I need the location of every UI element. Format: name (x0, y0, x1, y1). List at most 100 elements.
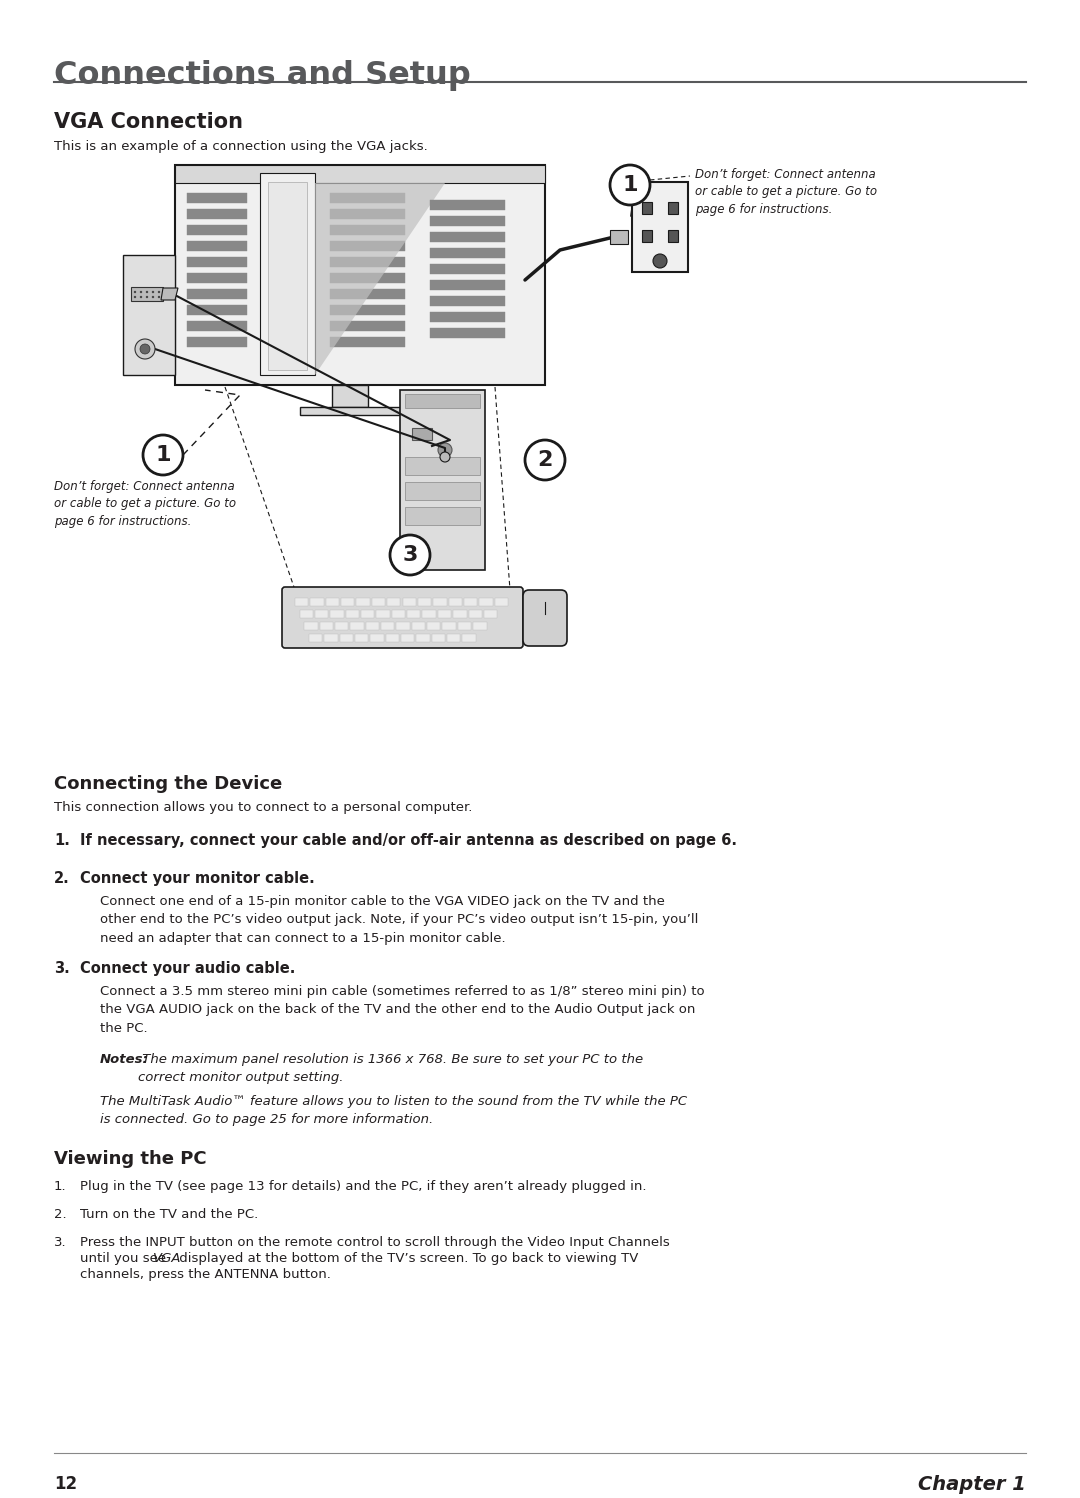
Text: channels, press the ANTENNA button.: channels, press the ANTENNA button. (80, 1267, 330, 1281)
Bar (430, 216, 505, 226)
Text: VGA: VGA (127, 306, 140, 310)
Circle shape (525, 440, 565, 479)
Bar (642, 231, 652, 243)
Bar (480, 598, 492, 607)
Bar (462, 634, 476, 643)
Bar (187, 193, 247, 204)
Text: The maximum panel resolution is 1366 x 768. Be sure to set your PC to the
correc: The maximum panel resolution is 1366 x 7… (138, 1053, 643, 1085)
Bar (330, 225, 405, 235)
Text: Connections and Setup: Connections and Setup (54, 60, 471, 91)
Bar (187, 210, 247, 219)
Text: Don’t forget: Connect antenna
or cable to get a picture. Go to
page 6 for instru: Don’t forget: Connect antenna or cable t… (54, 479, 237, 527)
Bar (473, 622, 486, 631)
Text: 1.: 1. (54, 833, 70, 848)
Bar (405, 482, 480, 500)
Bar (361, 610, 375, 619)
Bar (407, 610, 420, 619)
Bar (341, 598, 354, 607)
Bar (330, 610, 343, 619)
Bar (400, 389, 485, 571)
Bar (430, 328, 505, 339)
Bar (416, 634, 430, 643)
Bar (433, 598, 446, 607)
Bar (175, 165, 545, 183)
Bar (405, 394, 480, 407)
Text: Notes:: Notes: (100, 1053, 149, 1067)
Bar (448, 598, 462, 607)
Bar (366, 622, 379, 631)
Bar (324, 634, 338, 643)
Bar (642, 202, 652, 214)
Bar (403, 598, 416, 607)
Bar (187, 289, 247, 300)
FancyBboxPatch shape (523, 590, 567, 646)
Text: 12: 12 (54, 1476, 77, 1494)
Bar (332, 385, 368, 407)
Text: 3: 3 (403, 545, 418, 565)
Circle shape (139, 295, 143, 298)
Text: This connection allows you to connect to a personal computer.: This connection allows you to connect to… (54, 801, 472, 813)
Text: VGA: VGA (153, 1252, 181, 1264)
Text: Viewing the PC: Viewing the PC (54, 1150, 206, 1168)
Text: Connecting the Device: Connecting the Device (54, 774, 282, 792)
Bar (432, 634, 445, 643)
Bar (305, 622, 318, 631)
Bar (427, 622, 441, 631)
Bar (430, 297, 505, 306)
Bar (330, 193, 405, 204)
Text: 1: 1 (622, 175, 638, 195)
Circle shape (158, 295, 160, 298)
Circle shape (653, 255, 667, 268)
Text: Turn on the TV and the PC.: Turn on the TV and the PC. (80, 1207, 258, 1221)
Bar (430, 312, 505, 322)
Text: AUDIO: AUDIO (127, 336, 148, 340)
Text: until you see: until you see (80, 1252, 171, 1264)
Bar (187, 321, 247, 331)
Bar (330, 258, 405, 267)
Text: Connect one end of a 15-pin monitor cable to the VGA VIDEO jack on the TV and th: Connect one end of a 15-pin monitor cabl… (100, 894, 699, 945)
Bar (430, 249, 505, 258)
Bar (295, 598, 309, 607)
Bar (187, 241, 247, 252)
Text: VIDEO: VIDEO (127, 280, 147, 285)
FancyBboxPatch shape (175, 165, 545, 385)
Bar (187, 225, 247, 235)
Bar (356, 598, 369, 607)
Bar (610, 231, 627, 244)
Bar (372, 598, 386, 607)
Bar (377, 610, 390, 619)
Bar (669, 202, 678, 214)
Bar (396, 622, 409, 631)
Bar (411, 622, 426, 631)
Bar (392, 610, 405, 619)
Bar (418, 598, 431, 607)
Circle shape (134, 291, 136, 294)
Bar (310, 598, 324, 607)
Text: 3.: 3. (54, 962, 70, 977)
Text: 2.: 2. (54, 1207, 67, 1221)
Bar (447, 634, 460, 643)
Bar (386, 634, 399, 643)
Bar (484, 610, 497, 619)
Circle shape (390, 535, 430, 575)
Bar (381, 622, 394, 631)
Circle shape (158, 291, 160, 294)
Circle shape (143, 434, 183, 475)
Text: 2.: 2. (54, 870, 70, 885)
Bar (330, 337, 405, 348)
Bar (355, 634, 368, 643)
Bar (131, 288, 163, 301)
Bar (669, 231, 678, 243)
Bar (430, 264, 505, 274)
Text: 2: 2 (538, 449, 553, 470)
Circle shape (438, 443, 453, 457)
Bar (326, 598, 339, 607)
Text: 1: 1 (156, 445, 171, 464)
Text: 1.: 1. (54, 1180, 67, 1192)
Circle shape (140, 345, 150, 354)
Text: If necessary, connect your cable and/or off-air antenna as described on page 6.: If necessary, connect your cable and/or … (80, 833, 737, 848)
Bar (330, 321, 405, 331)
Bar (405, 506, 480, 524)
Bar (405, 457, 480, 475)
Bar (430, 201, 505, 210)
